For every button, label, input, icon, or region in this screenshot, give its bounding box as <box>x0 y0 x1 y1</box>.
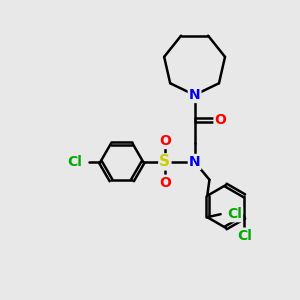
Text: S: S <box>159 154 170 169</box>
Text: O: O <box>214 113 226 127</box>
Text: N: N <box>189 155 200 169</box>
Text: Cl: Cl <box>227 207 242 221</box>
Text: Cl: Cl <box>68 155 82 169</box>
Text: O: O <box>159 134 171 148</box>
Text: Cl: Cl <box>237 229 252 243</box>
Text: N: N <box>189 88 200 102</box>
Text: O: O <box>159 176 171 190</box>
